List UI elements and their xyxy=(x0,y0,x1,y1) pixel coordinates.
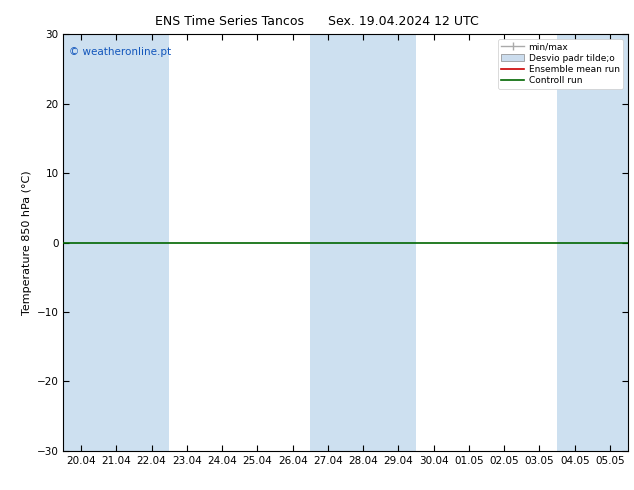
Bar xyxy=(592,34,628,451)
Text: ENS Time Series Tancos      Sex. 19.04.2024 12 UTC: ENS Time Series Tancos Sex. 19.04.2024 1… xyxy=(155,15,479,28)
Bar xyxy=(134,34,169,451)
Bar xyxy=(346,34,381,451)
Bar xyxy=(557,34,592,451)
Bar xyxy=(99,34,134,451)
Text: © weatheronline.pt: © weatheronline.pt xyxy=(69,47,171,57)
Bar xyxy=(381,34,416,451)
Legend: min/max, Desvio padr tilde;o, Ensemble mean run, Controll run: min/max, Desvio padr tilde;o, Ensemble m… xyxy=(498,39,623,89)
Y-axis label: Temperature 850 hPa (°C): Temperature 850 hPa (°C) xyxy=(22,170,32,315)
Bar xyxy=(63,34,99,451)
Bar xyxy=(310,34,346,451)
